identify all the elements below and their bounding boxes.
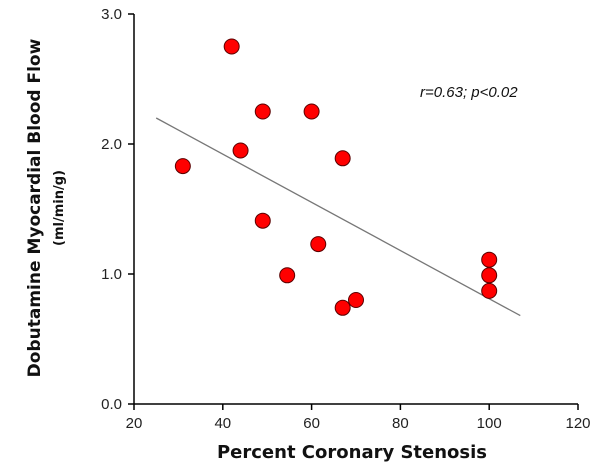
y-axis-label: Dobutamine Myocardial Blood Flow (25, 38, 45, 377)
y-axis-ticks: 0.0 1.0 2.0 3.0 (101, 6, 134, 413)
data-point (279, 267, 296, 284)
x-axis-label: Percent Coronary Stenosis (217, 442, 487, 463)
y-tick-label: 2.0 (101, 136, 122, 153)
y-axis-unit: (ml/min/g) (52, 170, 67, 246)
data-point (174, 158, 191, 175)
data-point (481, 251, 498, 268)
data-point (348, 292, 364, 308)
data-points (174, 38, 498, 316)
data-point (334, 150, 351, 167)
x-tick-label: 100 (477, 415, 502, 432)
regression-line (155, 117, 521, 317)
data-point (481, 282, 498, 299)
x-tick-label: 20 (126, 415, 143, 432)
data-point (303, 103, 320, 120)
correlation-annotation: r=0.63; p<0.02 (420, 84, 518, 101)
x-tick-label: 120 (565, 415, 590, 432)
data-point (334, 299, 351, 316)
x-tick-label: 40 (214, 415, 231, 432)
x-tick-label: 60 (303, 415, 320, 432)
x-axis-ticks: 20 40 60 80 100 120 (126, 404, 591, 432)
data-point (232, 142, 249, 159)
data-point (254, 212, 271, 229)
x-tick-label: 80 (392, 415, 409, 432)
data-point (481, 267, 498, 284)
data-point (223, 38, 240, 55)
y-tick-label: 3.0 (101, 6, 122, 23)
data-point (310, 236, 327, 253)
y-tick-label: 0.0 (101, 396, 122, 413)
y-tick-label: 1.0 (101, 266, 122, 283)
data-point (254, 103, 271, 120)
